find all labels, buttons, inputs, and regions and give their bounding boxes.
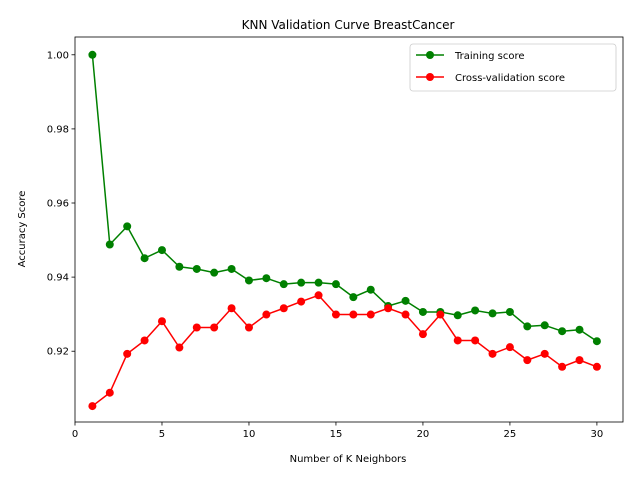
data-point-cross-validation: [227, 304, 236, 313]
y-tick-label: 1.00: [47, 50, 69, 61]
plot-area: [88, 50, 601, 411]
data-point-cross-validation: [279, 304, 288, 313]
data-point-training: [157, 246, 166, 255]
data-point-training: [471, 306, 480, 315]
data-point-cross-validation: [453, 336, 462, 345]
data-point-cross-validation: [505, 343, 514, 352]
data-point-training: [331, 280, 340, 289]
legend: Training score Cross-validation score: [409, 43, 617, 92]
y-tick-label: 0.98: [47, 124, 69, 135]
data-point-training: [366, 285, 375, 294]
legend-marker-training: [426, 51, 434, 59]
data-point-training: [262, 274, 271, 283]
data-point-training: [227, 264, 236, 273]
data-point-cross-validation: [349, 310, 358, 319]
data-point-training: [88, 50, 97, 59]
data-point-cross-validation: [244, 323, 253, 332]
data-point-cross-validation: [297, 297, 306, 306]
data-point-training: [349, 293, 358, 302]
data-point-cross-validation: [192, 323, 201, 332]
series-cross-validation: [88, 291, 601, 411]
x-tick-label: 25: [504, 429, 517, 440]
data-point-cross-validation: [140, 336, 149, 345]
data-point-training: [175, 262, 184, 271]
data-point-cross-validation: [592, 362, 601, 371]
data-point-training: [105, 240, 114, 249]
x-tick-label: 10: [243, 429, 256, 440]
data-point-training: [314, 278, 323, 287]
data-point-cross-validation: [418, 330, 427, 339]
data-point-training: [192, 264, 201, 273]
x-tick-label: 5: [159, 429, 165, 440]
data-point-training: [453, 311, 462, 320]
y-axis-title: Accuracy Score: [17, 191, 28, 268]
legend-label-cross-validation: Cross-validation score: [455, 73, 565, 84]
x-axis-title: Number of K Neighbors: [290, 454, 407, 465]
data-point-cross-validation: [575, 356, 584, 365]
data-point-training: [488, 309, 497, 318]
chart-title: KNN Validation Curve BreastCancer: [242, 18, 455, 32]
data-point-cross-validation: [88, 402, 97, 411]
data-point-cross-validation: [331, 310, 340, 319]
data-point-training: [210, 268, 219, 277]
data-point-cross-validation: [157, 317, 166, 326]
data-point-cross-validation: [314, 291, 323, 300]
data-point-cross-validation: [523, 356, 532, 365]
data-point-cross-validation: [401, 310, 410, 319]
legend-frame: [409, 43, 617, 92]
data-point-training: [540, 321, 549, 330]
y-tick-label: 0.96: [47, 199, 69, 210]
data-point-cross-validation: [540, 349, 549, 358]
legend-marker-cross-validation: [426, 73, 434, 81]
x-tick-label: 0: [72, 429, 78, 440]
data-point-training: [123, 222, 132, 231]
x-tick-label: 15: [330, 429, 343, 440]
data-point-cross-validation: [366, 310, 375, 319]
x-axis: 0 5 10 15 20 25 30: [72, 422, 603, 440]
legend-label-training: Training score: [454, 51, 525, 62]
x-tick-label: 30: [591, 429, 604, 440]
y-tick-label: 0.92: [47, 347, 69, 358]
data-point-cross-validation: [210, 323, 219, 332]
x-tick-label: 20: [417, 429, 430, 440]
data-point-training: [418, 307, 427, 316]
data-point-cross-validation: [175, 343, 184, 352]
series-line-cross-validation: [91, 294, 598, 407]
data-point-cross-validation: [105, 388, 114, 397]
series-training: [88, 50, 601, 346]
data-point-cross-validation: [123, 349, 132, 358]
data-point-training: [401, 296, 410, 305]
y-axis: 0.92 0.94 0.96 0.98 1.00: [47, 50, 75, 358]
data-point-training: [244, 276, 253, 285]
data-point-training: [558, 327, 567, 336]
data-point-training: [592, 337, 601, 346]
series-line-training: [91, 54, 598, 342]
data-point-cross-validation: [384, 304, 393, 313]
data-point-cross-validation: [262, 310, 271, 319]
data-point-cross-validation: [558, 362, 567, 371]
plot-frame: [74, 36, 624, 423]
data-point-cross-validation: [488, 349, 497, 358]
data-point-training: [140, 254, 149, 263]
y-tick-label: 0.94: [47, 273, 69, 284]
data-point-cross-validation: [471, 336, 480, 345]
data-point-training: [505, 307, 514, 316]
data-point-training: [297, 278, 306, 287]
data-point-training: [575, 325, 584, 334]
data-point-cross-validation: [436, 310, 445, 319]
data-point-training: [523, 322, 532, 331]
data-point-training: [279, 280, 288, 289]
